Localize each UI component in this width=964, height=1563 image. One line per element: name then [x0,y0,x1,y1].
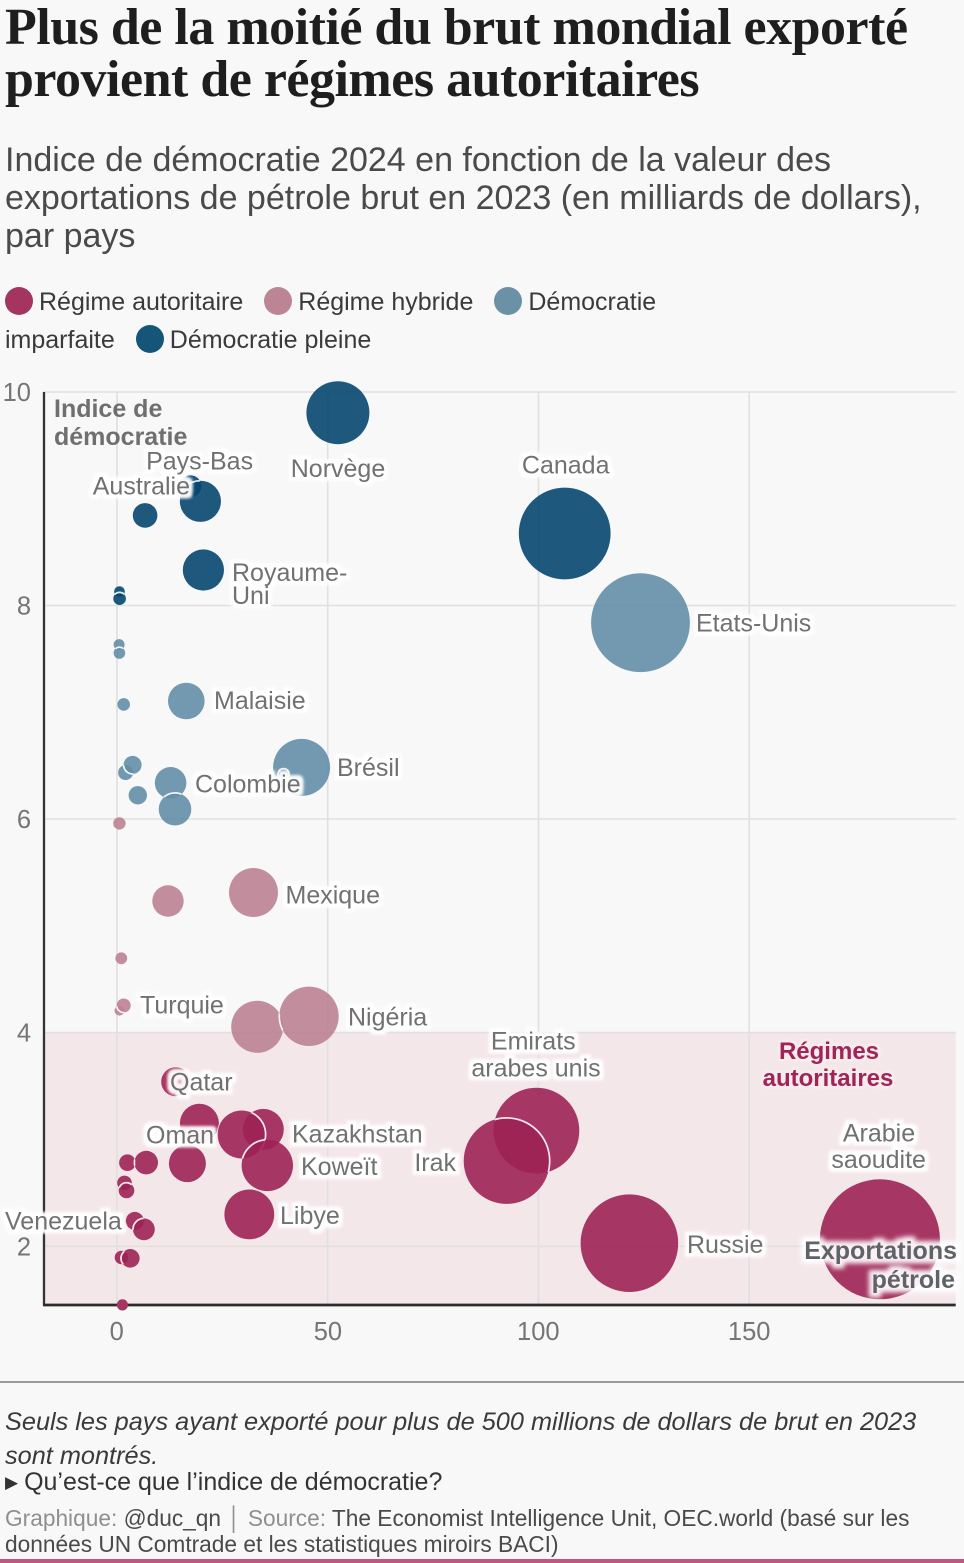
svg-text:Régimes: Régimes [779,1038,879,1065]
svg-text:50: 50 [314,1318,342,1346]
svg-text:Mexique: Mexique [286,882,381,910]
svg-text:Colombie: Colombie [195,771,301,799]
svg-text:Royaume-: Royaume- [232,559,347,587]
svg-text:Kazakhstan: Kazakhstan [292,1121,423,1149]
svg-text:Malaisie: Malaisie [214,687,306,715]
svg-text:Malaisie: Malaisie [214,687,306,715]
svg-text:10: 10 [3,379,31,407]
svg-text:Indice de: Indice de [54,395,162,423]
svg-text:Etats-Unis: Etats-Unis [696,610,811,638]
svg-text:arabes unis: arabes unis [471,1055,600,1083]
svg-text:arabes unis: arabes unis [471,1055,600,1083]
svg-text:Australie: Australie [93,473,190,501]
svg-text:pétrole: pétrole [872,1266,955,1294]
svg-text:Emirats: Emirats [491,1028,576,1056]
svg-text:pétrole: pétrole [872,1266,955,1294]
svg-text:Irak: Irak [414,1149,456,1177]
svg-text:Qatar: Qatar [170,1069,233,1097]
svg-text:2: 2 [17,1233,31,1261]
svg-text:Canada: Canada [522,452,610,480]
svg-text:Colombie: Colombie [195,771,301,799]
svg-text:0: 0 [110,1318,124,1346]
svg-text:Libye: Libye [280,1202,340,1230]
svg-text:Arabie: Arabie [843,1120,915,1148]
svg-text:Brésil: Brésil [337,754,400,782]
svg-text:saoudite: saoudite [831,1146,926,1174]
svg-text:Kazakhstan: Kazakhstan [292,1121,423,1149]
svg-text:Venezuela: Venezuela [5,1208,122,1236]
svg-text:Qatar: Qatar [170,1069,233,1097]
svg-text:Nigéria: Nigéria [348,1004,427,1032]
svg-text:Turquie: Turquie [140,992,224,1020]
svg-text:Uni: Uni [232,582,270,610]
svg-text:Emirats: Emirats [491,1028,576,1056]
svg-text:Russie: Russie [687,1231,763,1259]
svg-text:Irak: Irak [414,1149,456,1177]
svg-text:Mexique: Mexique [286,882,381,910]
svg-text:Russie: Russie [687,1231,763,1259]
svg-text:Royaume-: Royaume- [232,559,347,587]
svg-text:Pays-Bas: Pays-Bas [146,448,253,476]
svg-text:Koweït: Koweït [301,1153,377,1181]
svg-text:autoritaires: autoritaires [763,1065,894,1092]
svg-text:démocratie: démocratie [54,423,187,451]
svg-text:Pays-Bas: Pays-Bas [146,448,253,476]
svg-text:Turquie: Turquie [140,992,224,1020]
svg-text:Etats-Unis: Etats-Unis [696,610,811,638]
svg-text:Norvège: Norvège [291,455,386,483]
svg-text:8: 8 [17,593,31,621]
svg-text:Norvège: Norvège [291,455,386,483]
svg-text:Canada: Canada [522,452,610,480]
svg-text:saoudite: saoudite [831,1146,926,1174]
svg-text:Nigéria: Nigéria [348,1004,427,1032]
svg-text:Exportations: Exportations [804,1237,957,1265]
svg-text:Koweït: Koweït [301,1153,377,1181]
svg-text:Brésil: Brésil [337,754,400,782]
svg-text:Arabie: Arabie [843,1120,915,1148]
svg-text:6: 6 [17,806,31,834]
svg-text:4: 4 [17,1020,31,1048]
svg-text:150: 150 [728,1318,771,1346]
svg-text:Oman: Oman [146,1122,214,1150]
svg-text:Uni: Uni [232,582,270,610]
svg-text:Oman: Oman [146,1122,214,1150]
svg-text:Australie: Australie [93,473,190,501]
svg-text:Libye: Libye [280,1202,340,1230]
svg-text:Exportations: Exportations [804,1237,957,1265]
svg-text:100: 100 [517,1318,560,1346]
svg-text:Venezuela: Venezuela [5,1208,122,1236]
